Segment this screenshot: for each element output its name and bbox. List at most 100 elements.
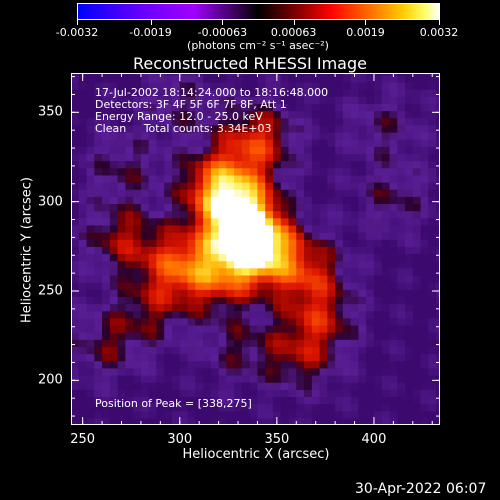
heatmap-cell bbox=[405, 374, 414, 383]
heatmap-cell bbox=[436, 296, 440, 305]
heatmap-cell bbox=[420, 74, 429, 83]
heatmap-cell bbox=[420, 232, 429, 240]
heatmap-cell bbox=[272, 139, 282, 147]
heatmap-cell bbox=[257, 96, 266, 104]
heatmap-cell bbox=[125, 224, 134, 233]
heatmap-cell bbox=[249, 260, 259, 269]
heatmap-cell bbox=[296, 332, 305, 340]
heatmap-cell bbox=[94, 153, 103, 162]
heatmap-cell bbox=[187, 346, 196, 355]
heatmap-cell bbox=[125, 81, 134, 90]
heatmap-cell bbox=[319, 324, 328, 333]
heatmap-cell bbox=[249, 160, 259, 169]
heatmap-cell bbox=[358, 417, 367, 425]
heatmap-cell bbox=[133, 124, 142, 133]
heatmap-cell bbox=[405, 146, 414, 155]
heatmap-cell bbox=[234, 139, 243, 147]
heatmap-cell bbox=[366, 146, 375, 155]
heatmap-cell bbox=[86, 73, 95, 76]
heatmap-cell bbox=[257, 174, 266, 183]
heatmap-cell bbox=[311, 310, 321, 319]
heatmap-cell bbox=[381, 410, 391, 419]
heatmap-cell bbox=[366, 103, 375, 112]
heatmap-cell bbox=[86, 360, 95, 369]
heatmap-cell bbox=[319, 339, 328, 347]
heatmap-cell bbox=[140, 203, 150, 212]
heatmap-cell bbox=[257, 139, 266, 147]
heatmap-cell bbox=[109, 324, 119, 333]
heatmap-cell bbox=[249, 89, 259, 97]
heatmap-cell bbox=[381, 374, 391, 383]
heatmap-cell bbox=[257, 253, 266, 262]
heatmap-cell bbox=[296, 353, 305, 362]
heatmap-cell bbox=[195, 296, 204, 305]
heatmap-cell bbox=[94, 346, 103, 355]
heatmap-cell bbox=[389, 374, 398, 383]
heatmap-cell bbox=[412, 131, 422, 140]
heatmap-cell bbox=[156, 124, 165, 133]
heatmap-cell bbox=[412, 346, 422, 355]
colorbar-tick-label: -0.0032 bbox=[55, 26, 99, 39]
heatmap-cell bbox=[102, 303, 111, 312]
heatmap-cell bbox=[171, 360, 181, 369]
heatmap-cell bbox=[187, 89, 196, 97]
heatmap-cell bbox=[304, 324, 313, 333]
heatmap-cell bbox=[327, 103, 336, 112]
heatmap-cell bbox=[171, 73, 181, 76]
heatmap-cell bbox=[210, 189, 220, 197]
heatmap-cell bbox=[436, 89, 440, 97]
x-axis-label: Heliocentric X (arcsec) bbox=[182, 447, 330, 462]
heatmap-cell bbox=[94, 310, 103, 319]
heatmap-cell bbox=[373, 139, 383, 147]
heatmap-cell bbox=[117, 110, 126, 119]
colorbar-tick bbox=[77, 20, 78, 25]
heatmap-cell bbox=[257, 260, 266, 269]
heatmap-cell bbox=[296, 81, 305, 90]
heatmap-cell bbox=[226, 346, 235, 355]
heatmap-cell bbox=[71, 160, 80, 169]
heatmap-cell bbox=[241, 367, 251, 376]
heatmap-cell bbox=[241, 360, 251, 369]
heatmap-cell bbox=[109, 396, 119, 405]
heatmap-cell bbox=[156, 367, 165, 376]
heatmap-cell bbox=[257, 296, 266, 305]
heatmap-cell bbox=[156, 253, 165, 262]
heatmap-cell bbox=[102, 103, 111, 112]
heatmap-cell bbox=[140, 124, 150, 133]
heatmap-cell bbox=[226, 189, 235, 197]
heatmap-cell bbox=[226, 382, 235, 390]
heatmap-cell bbox=[241, 131, 251, 140]
heatmap-cell bbox=[436, 267, 440, 276]
heatmap-cell bbox=[389, 210, 398, 219]
heatmap-cell bbox=[94, 260, 103, 269]
heatmap-cell bbox=[373, 274, 383, 283]
heatmap-cell bbox=[187, 303, 196, 312]
heatmap-cell bbox=[148, 296, 158, 305]
heatmap-cell bbox=[117, 289, 126, 297]
heatmap-cell bbox=[342, 353, 352, 362]
heatmap-cell bbox=[218, 332, 227, 340]
heatmap-cell bbox=[187, 246, 196, 255]
heatmap-cell bbox=[241, 332, 251, 340]
heatmap-cell bbox=[405, 131, 414, 140]
heatmap-cell bbox=[249, 203, 259, 212]
heatmap-cell bbox=[203, 160, 212, 169]
heatmap-cell bbox=[125, 160, 134, 169]
heatmap-cell bbox=[148, 253, 158, 262]
heatmap-cell bbox=[420, 160, 429, 169]
heatmap-cell bbox=[249, 417, 259, 425]
heatmap-cell bbox=[109, 289, 119, 297]
heatmap-cell bbox=[311, 296, 321, 305]
heatmap-cell bbox=[86, 346, 95, 355]
heatmap-cell bbox=[358, 232, 367, 240]
heatmap-cell bbox=[78, 210, 88, 219]
heatmap-cell bbox=[226, 81, 235, 90]
heatmap-cell bbox=[327, 74, 336, 83]
heatmap-cell bbox=[397, 210, 406, 219]
heatmap-cell bbox=[420, 81, 429, 90]
heatmap-cell bbox=[234, 160, 243, 169]
heatmap-cell bbox=[241, 117, 251, 126]
heatmap-cell bbox=[389, 267, 398, 276]
heatmap-cell bbox=[234, 324, 243, 333]
heatmap-cell bbox=[78, 239, 88, 247]
